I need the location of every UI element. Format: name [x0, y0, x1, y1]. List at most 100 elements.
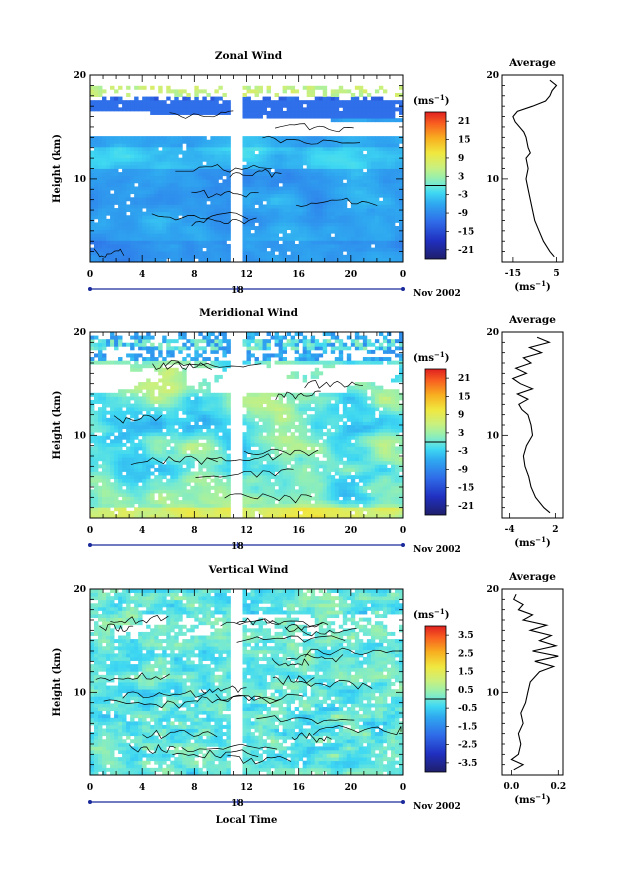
heatmap-cell — [362, 226, 368, 231]
heatmap-cell — [174, 190, 179, 195]
heatmap-cell — [118, 457, 123, 462]
heatmap-cell — [162, 218, 167, 223]
heatmap-cell — [322, 251, 328, 256]
heatmap-cell — [146, 360, 151, 365]
heatmap-cell — [358, 154, 364, 159]
heatmap-cell — [170, 396, 175, 401]
heatmap-cell — [362, 164, 368, 169]
heatmap-cell — [254, 190, 259, 195]
heatmap-cell — [242, 164, 247, 169]
heatmap-cell — [162, 143, 167, 148]
heatmap-cell — [194, 247, 199, 252]
heatmap-cell — [258, 226, 263, 231]
heatmap-cell — [302, 222, 308, 227]
heatmap-cell — [222, 399, 227, 404]
heatmap-cell — [210, 464, 215, 469]
heatmap-cell — [346, 150, 352, 155]
heatmap-cell — [334, 226, 340, 231]
heatmap-cell — [190, 218, 195, 223]
heatmap-cell — [178, 389, 183, 394]
heatmap-cell — [158, 107, 163, 112]
heatmap-cell — [106, 157, 111, 162]
heatmap-cell — [154, 100, 159, 105]
heatmap-cell — [242, 103, 247, 108]
heatmap-cell — [250, 339, 255, 344]
heatmap-cell — [150, 349, 155, 354]
heatmap-cell — [134, 357, 139, 362]
heatmap-cell — [346, 236, 352, 241]
heatmap-cell — [370, 175, 376, 180]
heatmap-cell — [102, 200, 107, 205]
heatmap-cell — [98, 226, 103, 231]
heatmap-cell — [158, 392, 163, 397]
heatmap-cell — [202, 471, 207, 476]
heatmap-cell — [90, 450, 95, 455]
heatmap-cell — [290, 136, 296, 141]
heatmap-cell — [218, 500, 223, 505]
heatmap-cell — [94, 360, 99, 365]
heatmap-cell — [270, 204, 275, 209]
heatmap-cell — [242, 507, 247, 512]
heatmap-cell — [138, 399, 143, 404]
heatmap-cell — [386, 161, 392, 166]
heatmap-cell — [102, 360, 107, 365]
heatmap-cell — [214, 425, 219, 429]
heatmap-cell — [242, 403, 247, 408]
heatmap-cell — [246, 193, 251, 198]
profile-title: Average — [508, 57, 556, 69]
heatmap-cell — [174, 339, 179, 344]
heatmap-cell — [386, 100, 392, 105]
heatmap-cell — [154, 150, 159, 155]
heatmap-cell — [262, 478, 267, 483]
heatmap-cell — [210, 332, 215, 336]
heatmap-cell — [250, 417, 255, 422]
heatmap-cell — [98, 92, 103, 97]
heatmap-cell — [106, 403, 111, 408]
heatmap-cell — [198, 161, 203, 166]
heatmap-cell — [130, 154, 135, 159]
heatmap-cell — [130, 450, 135, 455]
heatmap-cell — [330, 190, 336, 195]
heatmap-cell — [166, 478, 171, 483]
heatmap-cell — [282, 236, 288, 241]
month-label: Nov 2002 — [413, 289, 461, 299]
heatmap-cell — [174, 485, 179, 490]
heatmap-cell — [106, 251, 111, 256]
heatmap-cell — [194, 399, 199, 404]
heatmap-cell — [342, 254, 348, 259]
heatmap-cell — [282, 100, 288, 105]
heatmap-cell — [198, 89, 203, 94]
heatmap-cell — [142, 136, 147, 141]
heatmap-cell — [250, 392, 255, 397]
heatmap-cell — [214, 399, 219, 404]
heatmap-cell — [274, 467, 279, 472]
x-tick-label: 12 — [240, 270, 253, 280]
heatmap-cell — [122, 204, 127, 209]
heatmap-cell — [226, 453, 231, 458]
heatmap-cell — [98, 439, 103, 444]
heatmap-cell — [258, 510, 263, 515]
heatmap-cell — [90, 503, 95, 508]
heatmap-cell — [142, 139, 147, 144]
heatmap-cell — [354, 179, 360, 184]
heatmap-cell — [178, 514, 183, 519]
heatmap-cell — [210, 410, 215, 415]
heatmap-cell — [394, 236, 400, 241]
heatmap-cell — [182, 332, 187, 336]
heatmap-cell — [190, 439, 195, 444]
heatmap-cell — [254, 346, 259, 351]
heatmap-cell — [106, 103, 111, 108]
heatmap-cell — [310, 186, 316, 191]
heatmap-cell — [158, 218, 163, 223]
heatmap-cell — [242, 417, 247, 422]
heatmap-cell — [166, 240, 171, 245]
heatmap-cell — [186, 442, 191, 447]
heatmap-cell — [198, 208, 203, 213]
heatmap-cell — [170, 428, 175, 433]
heatmap-cell — [382, 258, 388, 263]
heatmap-cell — [190, 175, 195, 180]
heatmap-cell — [374, 114, 380, 119]
heatmap-cell — [198, 435, 203, 440]
heatmap-cell — [178, 374, 183, 379]
heatmap-cell — [194, 349, 199, 354]
